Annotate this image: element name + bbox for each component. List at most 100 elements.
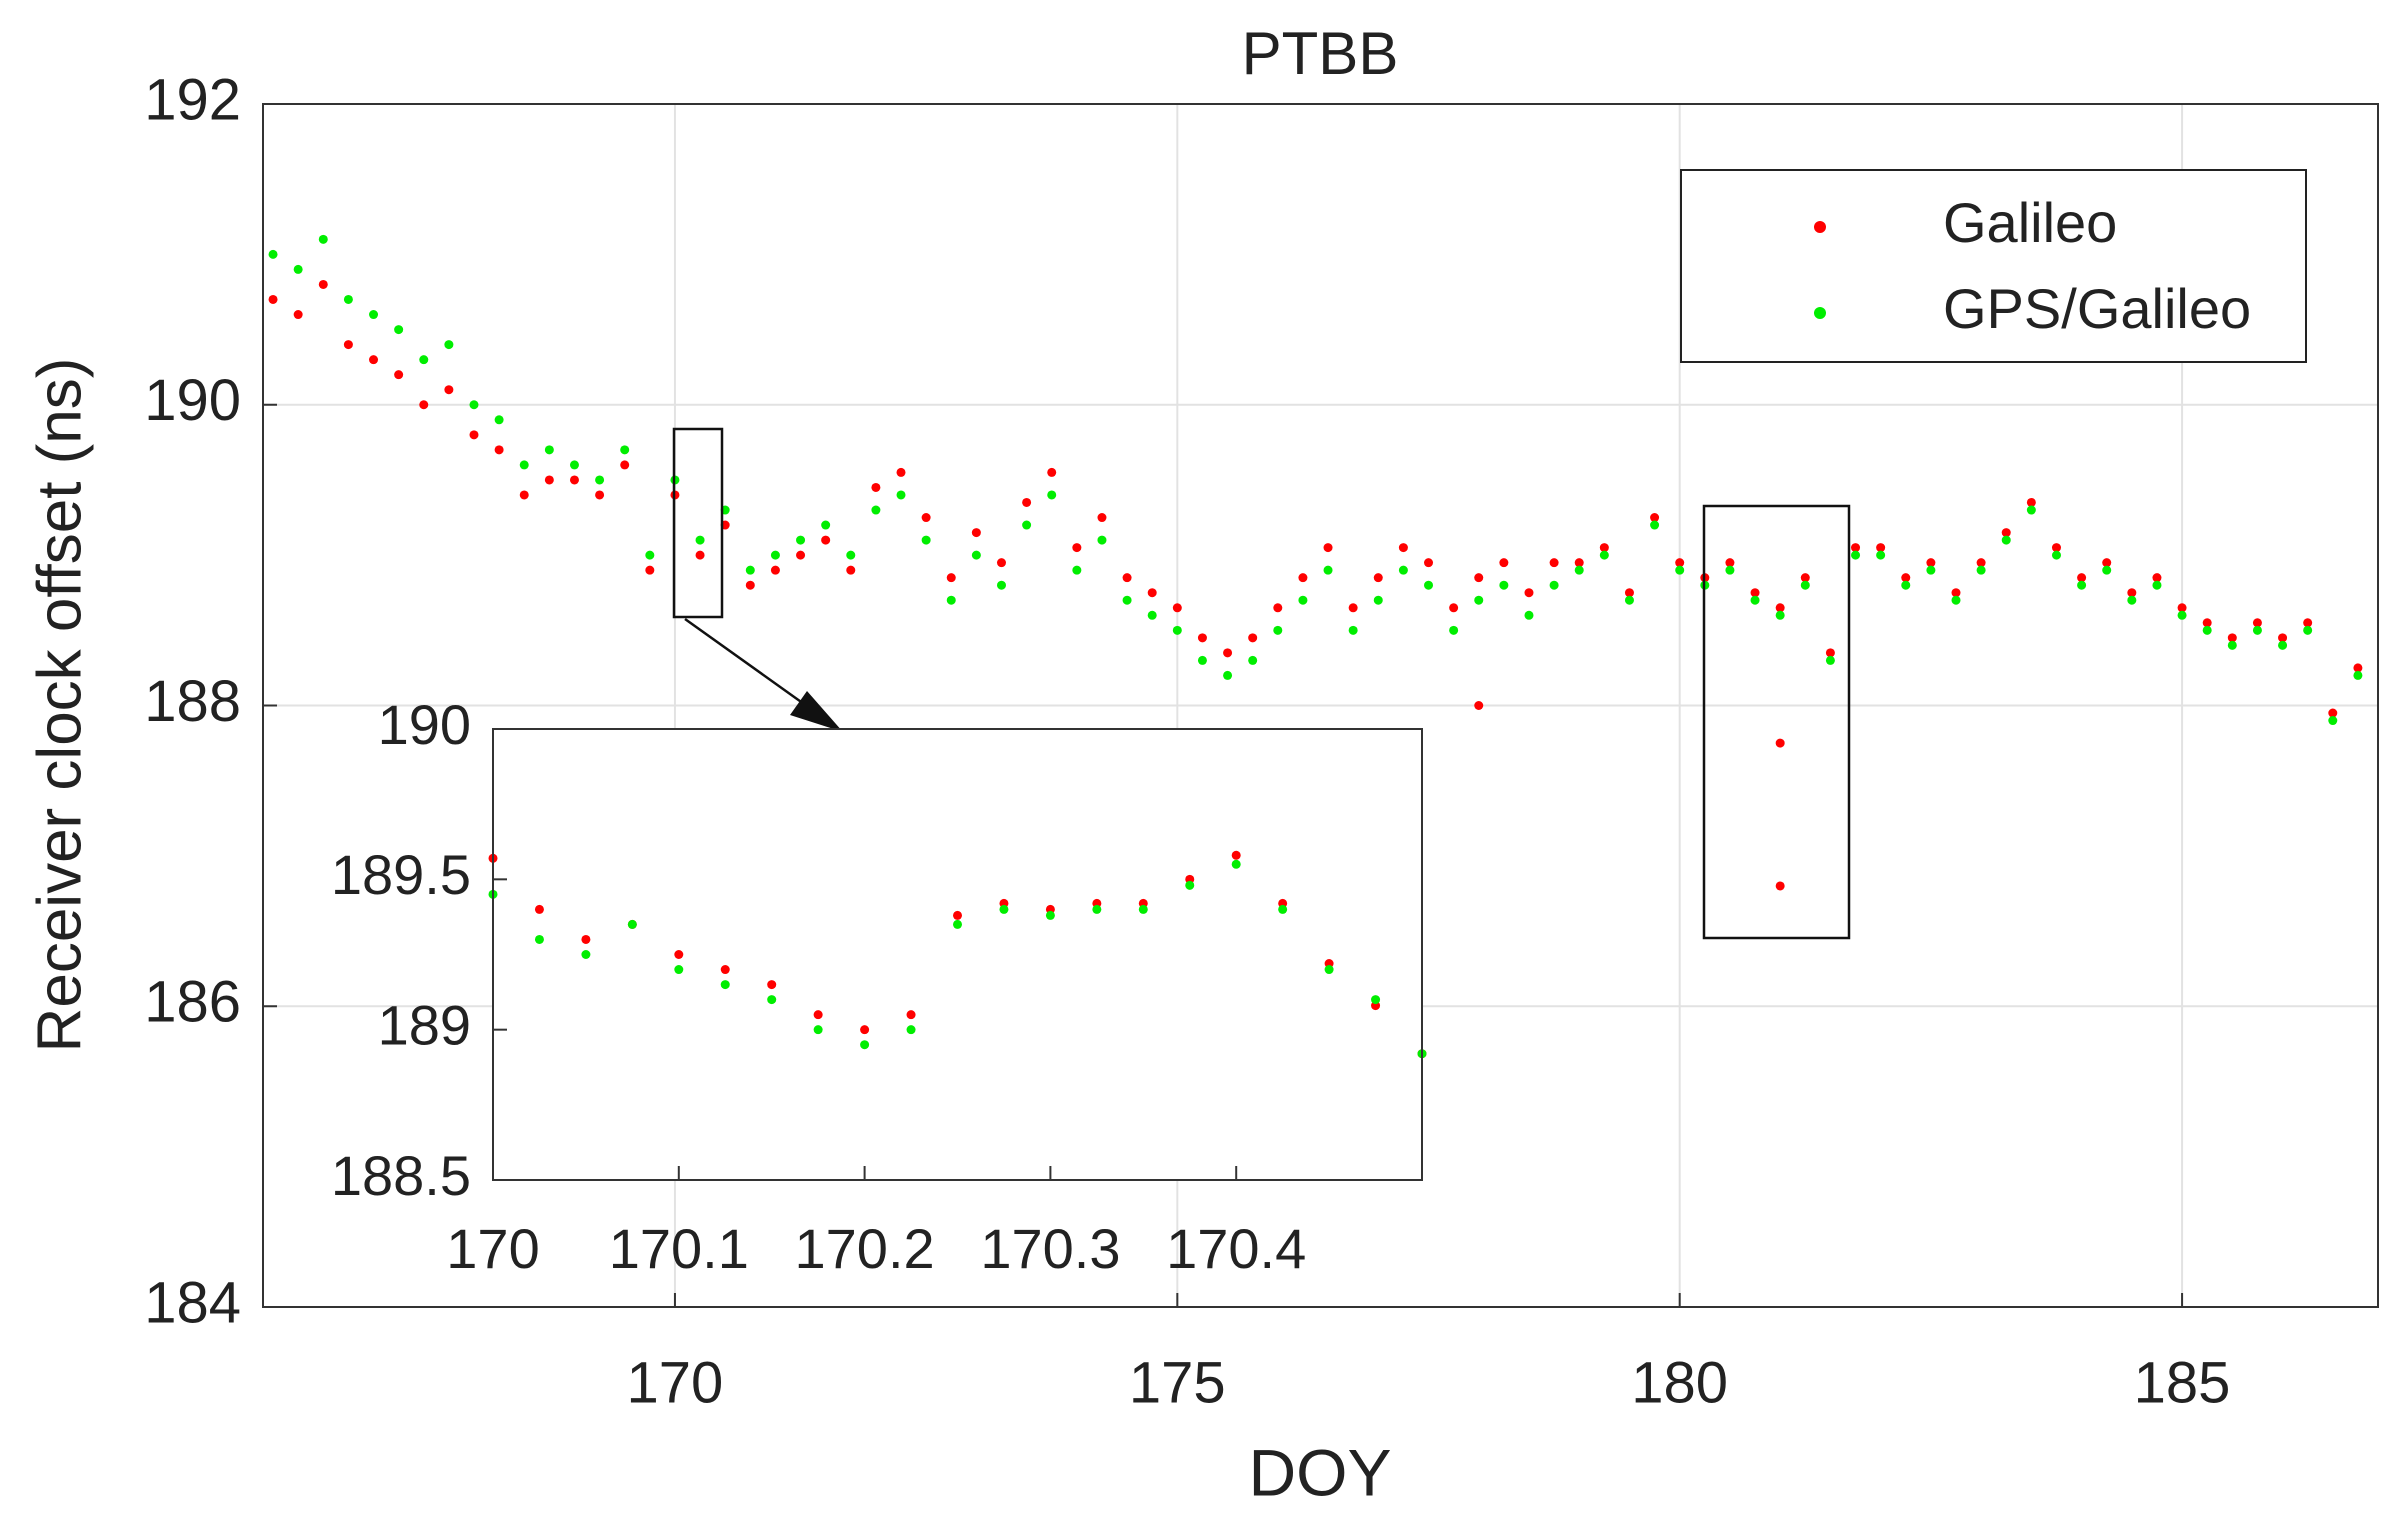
legend-marker xyxy=(1814,307,1826,319)
data-point xyxy=(770,565,780,575)
data-point xyxy=(343,340,353,350)
y-tick-label: 189.5 xyxy=(331,843,471,906)
data-point xyxy=(1449,625,1459,635)
data-point xyxy=(1231,850,1241,860)
data-point xyxy=(2177,610,2187,620)
x-tick-label: 175 xyxy=(1129,1350,1226,1415)
data-point xyxy=(1574,558,1584,568)
data-point xyxy=(645,550,655,560)
data-point xyxy=(2353,663,2363,673)
data-point xyxy=(1876,550,1886,560)
data-point xyxy=(2252,625,2262,635)
data-point xyxy=(1424,558,1434,568)
data-point xyxy=(1499,580,1509,590)
data-point xyxy=(846,565,856,575)
data-point xyxy=(1800,580,1810,590)
data-point xyxy=(1022,497,1032,507)
outlier-box xyxy=(1702,504,1851,940)
data-point xyxy=(674,950,684,959)
data-point xyxy=(921,535,931,545)
data-point xyxy=(2026,497,2036,507)
x-tick-label: 180 xyxy=(1631,1350,1728,1415)
data-point xyxy=(1324,965,1334,975)
data-point xyxy=(1398,565,1408,575)
data-point xyxy=(896,490,906,500)
data-point xyxy=(469,400,479,410)
data-point xyxy=(1750,595,1760,605)
data-point xyxy=(1901,573,1911,583)
chart-title: PTBB xyxy=(1242,20,1399,87)
data-point xyxy=(906,1010,916,1020)
data-point xyxy=(1549,558,1559,568)
data-point xyxy=(569,475,579,485)
data-point xyxy=(1524,610,1534,620)
data-point xyxy=(1750,588,1760,598)
plot-area xyxy=(493,729,1422,1180)
data-point xyxy=(1675,558,1685,568)
data-point xyxy=(813,1025,823,1035)
data-point xyxy=(695,535,705,545)
data-point xyxy=(444,385,454,395)
data-point xyxy=(1373,573,1383,583)
data-point xyxy=(1371,995,1381,1005)
data-point xyxy=(581,934,591,944)
data-point xyxy=(519,490,529,500)
data-point xyxy=(1424,580,1434,590)
data-point xyxy=(2278,633,2288,643)
axes-frame xyxy=(492,728,1423,1181)
data-point xyxy=(318,279,328,289)
data-point xyxy=(394,370,404,380)
data-point xyxy=(770,550,780,560)
data-point xyxy=(1775,738,1785,748)
data-point xyxy=(469,430,479,440)
data-point xyxy=(1298,595,1308,605)
data-point xyxy=(343,294,353,304)
data-point xyxy=(1231,859,1241,869)
data-point xyxy=(813,1010,823,1020)
data-point xyxy=(971,528,981,538)
data-point xyxy=(860,1025,870,1035)
data-point xyxy=(846,550,856,560)
data-point xyxy=(2077,573,2087,583)
data-point xyxy=(871,505,881,515)
data-point xyxy=(953,919,962,929)
data-point xyxy=(268,294,278,304)
data-point xyxy=(1650,513,1660,523)
y-tick-label: 186 xyxy=(144,970,241,1035)
data-point xyxy=(1072,565,1082,575)
data-point xyxy=(494,445,504,455)
data-point xyxy=(1825,655,1835,665)
data-point xyxy=(821,520,831,530)
data-point xyxy=(2303,618,2313,628)
data-point xyxy=(544,475,554,485)
data-point xyxy=(1926,558,1936,568)
data-point xyxy=(996,558,1006,568)
data-point xyxy=(695,550,705,560)
data-point xyxy=(2127,588,2137,598)
data-point xyxy=(1278,904,1288,914)
x-tick-label: 185 xyxy=(2134,1350,2231,1415)
data-point xyxy=(627,919,637,929)
data-point xyxy=(544,445,554,455)
data-point xyxy=(1348,625,1358,635)
data-point xyxy=(1951,588,1961,598)
data-point xyxy=(494,415,504,425)
data-point xyxy=(394,325,404,335)
data-point xyxy=(1574,565,1584,575)
data-point xyxy=(1499,558,1509,568)
data-point xyxy=(674,965,684,975)
legend-box xyxy=(1680,169,2307,363)
data-point xyxy=(2177,603,2187,613)
data-point xyxy=(2353,670,2363,680)
data-point xyxy=(2152,580,2162,590)
data-point xyxy=(519,460,529,470)
data-point xyxy=(2328,716,2338,726)
data-point xyxy=(2001,535,2011,545)
data-point xyxy=(953,910,962,920)
data-point xyxy=(996,580,1006,590)
data-point xyxy=(2051,550,2061,560)
data-point xyxy=(2303,625,2313,635)
data-point xyxy=(2001,528,2011,538)
data-point xyxy=(1449,603,1459,613)
zoom-arrow xyxy=(684,617,819,716)
